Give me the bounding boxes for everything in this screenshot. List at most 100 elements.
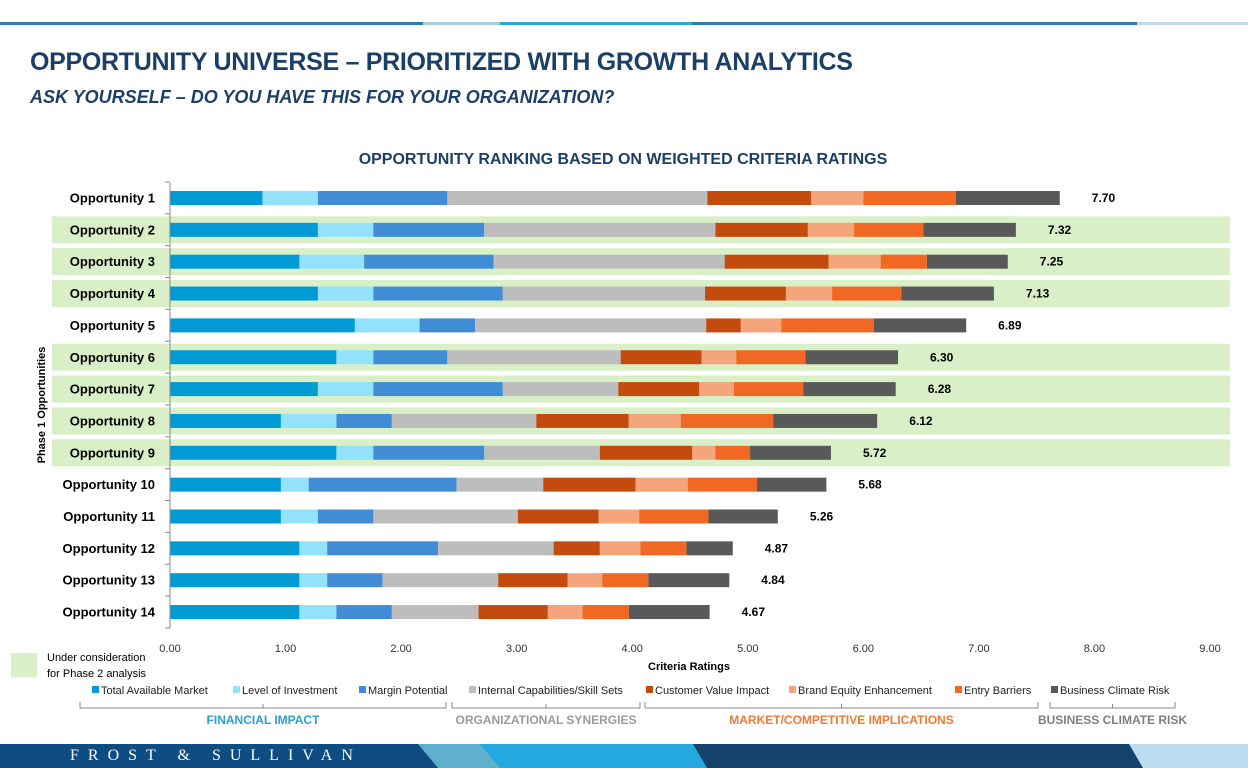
total-label: 4.84: [761, 573, 785, 587]
bar-segment: [280, 477, 309, 492]
bar-segment: [803, 382, 896, 397]
legend-label: Entry Barriers: [964, 685, 1032, 697]
bar-segment: [807, 222, 855, 237]
bar-segment: [373, 286, 503, 301]
bar-segment: [170, 382, 318, 397]
footer-band-5: [1129, 744, 1248, 768]
bar-segment: [707, 191, 812, 205]
bar-segment: [502, 286, 706, 301]
bar-segment: [170, 445, 337, 460]
category-label: Opportunity 13: [63, 573, 155, 588]
x-tick-label: 4.00: [622, 643, 643, 655]
legend-label: Level of Investment: [242, 685, 337, 697]
bar-segment: [280, 413, 337, 428]
bar-segment: [327, 541, 439, 556]
y-axis-title: Phase 1 Opportunities: [36, 347, 48, 464]
x-tick-label: 3.00: [506, 643, 527, 655]
bar-segment: [750, 445, 831, 460]
total-label: 7.70: [1092, 191, 1116, 205]
highlight-legend-swatch: [11, 653, 37, 677]
bar-segment: [308, 477, 457, 492]
group-label: FINANCIAL IMPACT: [207, 713, 321, 727]
bar-segment: [740, 318, 782, 333]
bar-segment: [773, 413, 878, 428]
footer-band-4: [693, 744, 1153, 768]
bar-segment: [785, 286, 833, 301]
bar-segment: [701, 350, 737, 365]
group-label: MARKET/COMPETITIVE IMPLICATIONS: [729, 713, 953, 727]
legend-swatch: [92, 686, 99, 693]
category-label: Opportunity 1: [70, 191, 155, 206]
stacked-bar-chart: OPPORTUNITY RANKING BASED ON WEIGHTED CR…: [11, 151, 1230, 727]
total-label: 7.13: [1026, 287, 1050, 301]
bar-segment: [456, 477, 544, 492]
bar-segment: [327, 573, 383, 588]
bar-segment: [567, 573, 603, 588]
bar-segment: [547, 605, 583, 620]
bar-segment: [715, 445, 751, 460]
header-rule-4: [692, 22, 1137, 25]
bar-segment: [873, 318, 967, 333]
bar-segment: [680, 413, 774, 428]
bar-segment: [317, 509, 374, 524]
bar-segment: [170, 222, 318, 237]
bar-segment: [553, 541, 600, 556]
bar-segment: [336, 605, 392, 620]
bar-segment: [170, 350, 337, 365]
bar-segment: [170, 541, 300, 556]
group-label: BUSINESS CLIMATE RISK: [1038, 713, 1187, 727]
total-label: 6.28: [928, 382, 952, 396]
footer-band-3: [480, 744, 720, 768]
category-label: Opportunity 12: [63, 541, 155, 556]
bar-segment: [364, 254, 494, 269]
bar-segment: [373, 509, 518, 524]
bar-segment: [317, 222, 374, 237]
legend-swatch: [359, 686, 366, 693]
total-label: 6.12: [909, 414, 933, 428]
legend-swatch: [955, 686, 962, 693]
bar-segment: [517, 509, 599, 524]
bar-segment: [687, 477, 758, 492]
bar-segment: [705, 286, 786, 301]
total-label: 6.89: [998, 318, 1022, 332]
category-label: Opportunity 11: [63, 509, 155, 524]
bar-segment: [419, 318, 476, 333]
bar-segment: [543, 477, 636, 492]
bar-segment: [170, 318, 355, 333]
header-rule-5: [1137, 22, 1248, 25]
group-bracket: [451, 702, 641, 709]
bar-segment: [854, 222, 924, 237]
bar-segment: [602, 573, 649, 588]
bar-segment: [923, 222, 1016, 237]
bar-segment: [640, 541, 687, 556]
category-label: Opportunity 10: [63, 477, 155, 492]
bar-segment: [493, 254, 725, 269]
bar-segment: [706, 318, 741, 333]
legend-label: Total Available Market: [101, 685, 208, 697]
bar-segment: [336, 413, 392, 428]
bar-segment: [724, 254, 829, 269]
bar-segment: [599, 541, 641, 556]
bar-segment: [832, 286, 902, 301]
group-bracket: [644, 702, 1039, 709]
category-label: Opportunity 2: [70, 222, 155, 237]
bar-segment: [317, 382, 374, 397]
legend-label: Business Climate Risk: [1060, 685, 1170, 697]
bar-segment: [170, 286, 318, 301]
category-label: Opportunity 3: [70, 254, 155, 269]
legend-label: Brand Equity Enhancement: [798, 685, 932, 697]
total-label: 7.25: [1040, 255, 1064, 269]
bar-segment: [805, 350, 898, 365]
bar-segment: [299, 541, 328, 556]
total-label: 5.72: [863, 446, 887, 460]
bar-segment: [170, 477, 281, 492]
bar-segment: [620, 350, 702, 365]
bar-segment: [373, 222, 485, 237]
x-tick-label: 1.00: [275, 643, 296, 655]
total-label: 5.68: [858, 478, 882, 492]
bar-segment: [639, 509, 709, 524]
category-label: Opportunity 14: [63, 605, 156, 620]
bar-segment: [170, 191, 263, 205]
bar-segment: [635, 477, 688, 492]
bar-segment: [736, 350, 806, 365]
